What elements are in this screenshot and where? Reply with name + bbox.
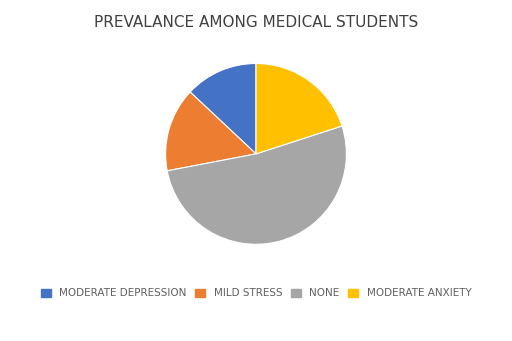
Title: PREVALANCE AMONG MEDICAL STUDENTS: PREVALANCE AMONG MEDICAL STUDENTS [94, 15, 418, 30]
Wedge shape [256, 63, 342, 154]
Wedge shape [190, 63, 256, 154]
Legend: MODERATE DEPRESSION, MILD STRESS, NONE, MODERATE ANXIETY: MODERATE DEPRESSION, MILD STRESS, NONE, … [36, 284, 476, 302]
Wedge shape [165, 92, 256, 171]
Wedge shape [167, 126, 347, 244]
